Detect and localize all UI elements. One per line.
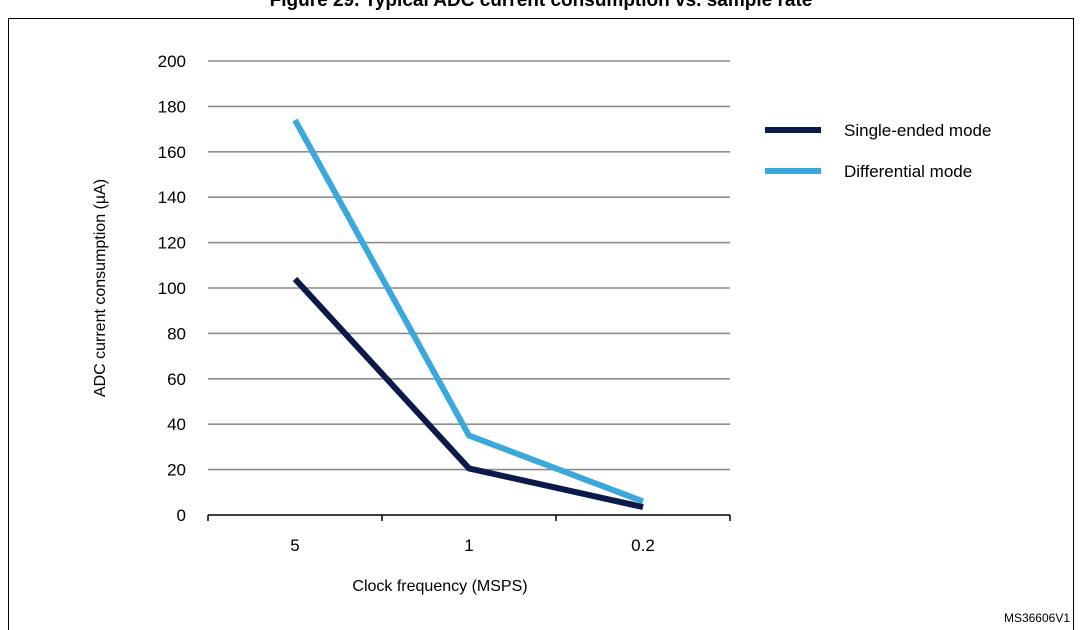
y-tick-label: 40 — [167, 415, 186, 434]
legend: Single-ended mode Differential mode — [765, 121, 991, 181]
y-tick-label: 120 — [158, 234, 186, 253]
y-tick-label: 180 — [158, 97, 186, 116]
figure-id: MS36606V1 — [1003, 611, 1070, 625]
x-tick-label: 5 — [290, 536, 299, 555]
title-strip: Figure 29. Typical ADC current consumpti… — [0, 0, 1082, 18]
series-line-differential-mode — [292, 118, 645, 505]
figure-box — [8, 18, 1074, 630]
y-tick-label: 60 — [167, 370, 186, 389]
axes — [207, 514, 731, 521]
y-tick-labels: 0 20 40 60 80 100 120 140 160 180 200 — [158, 52, 186, 525]
y-tick-label: 80 — [167, 324, 186, 343]
x-tick-label: 1 — [464, 536, 473, 555]
x-tick-labels: 5 1 0.2 — [290, 536, 655, 555]
x-tick-label: 0.2 — [631, 536, 655, 555]
y-axis-label: ADC current consumption (µA) — [92, 179, 109, 397]
series-line-single-ended-mode — [292, 276, 644, 510]
legend-label: Single-ended mode — [844, 121, 991, 140]
y-tick-label: 100 — [158, 279, 186, 298]
x-axis-label: Clock frequency (MSPS) — [352, 578, 527, 595]
chart-title: Figure 29. Typical ADC current consumpti… — [269, 0, 813, 11]
y-tick-label: 140 — [158, 188, 186, 207]
y-tick-label: 160 — [158, 143, 186, 162]
y-tick-label: 200 — [158, 52, 186, 71]
y-tick-label: 0 — [177, 506, 186, 525]
legend-label: Differential mode — [844, 162, 972, 181]
y-tick-label: 20 — [167, 461, 186, 480]
gridlines — [208, 60, 730, 471]
series-lines — [292, 118, 645, 510]
